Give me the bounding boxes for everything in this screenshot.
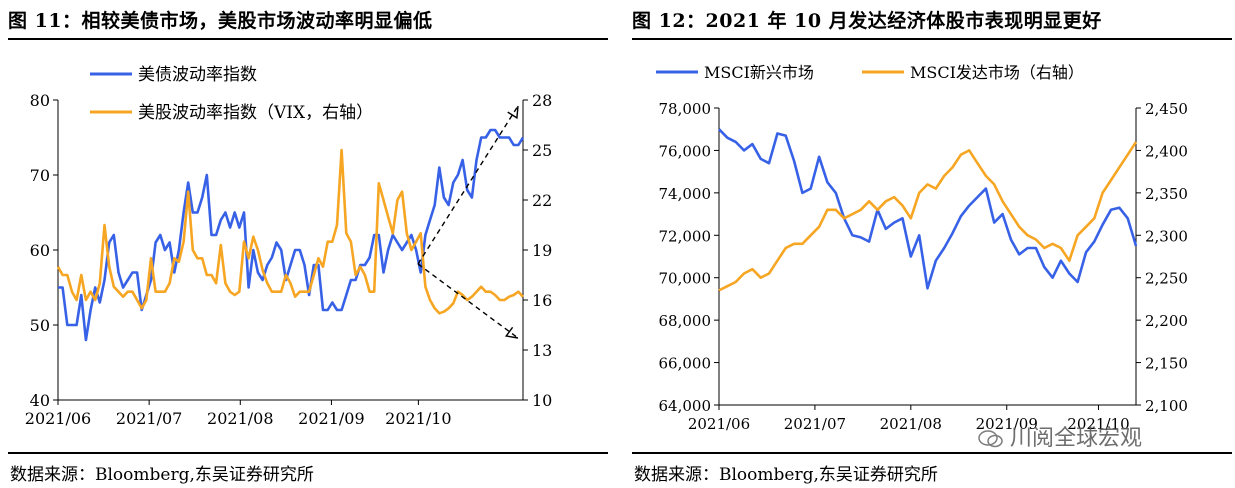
left-line-chart: 40 50 60 70 80 10 13 16 19 22 25 28 2021/06 2021/07 20… [25,65,553,428]
y-right-tick-label: 28 [532,91,552,110]
x-tick-label: 2021/08 [880,415,942,433]
y-left-tick-label: 70,000 [659,270,712,288]
left-chart-panel: 图 11：相较美债市场，美股市场波动率明显偏低 40 50 60 70 80 10 13 16… [8,0,608,488]
x-tick-label: 2021/08 [207,409,273,428]
right-chart-title: 图 12：2021 年 10 月发达经济体股市表现明显更好 [632,10,1102,32]
y-right-tick-label: 25 [532,141,552,160]
y-left-tick-label: 66,000 [659,355,712,373]
y-left-tick-label: 76,000 [659,142,712,160]
x-tick-label: 2021/10 [385,409,451,428]
right-line-chart: 64,000 66,000 68,000 70,000 72,000 74,000 76,0… [656,63,1188,433]
y-right-tick-label: 2,150 [1145,355,1188,373]
left-title-divider [8,38,608,40]
right-title-divider [632,38,1232,40]
series-line-2 [56,148,524,315]
y-left-tick-label: 60 [30,241,50,260]
x-tick-label: 2021/09 [298,409,364,428]
y-right-tick-label: 22 [532,191,552,210]
x-tick-label: 2021/09 [976,415,1038,433]
arrowhead-up [507,105,519,120]
x-tick-label: 2021/07 [116,409,182,428]
x-tick-label: 2021/06 [688,415,750,433]
y-left-tick-label: 64,000 [659,397,712,415]
y-right-tick-label: 19 [532,241,552,260]
left-source-divider [8,452,608,454]
legend-label-2: MSCI发达市场（右轴） [910,63,1084,82]
y-left-tick-label: 80 [30,91,50,110]
y-left-tick-label: 40 [30,391,50,410]
y-left-tick-label: 72,000 [659,227,712,245]
legend-label-1: MSCI新兴市场 [704,63,814,82]
y-right-tick-label: 2,200 [1145,312,1188,330]
legend-label-2: 美股波动率指数（VIX，右轴） [138,103,373,123]
y-right-tick-label: 2,450 [1145,100,1188,118]
legend-label-1: 美债波动率指数 [138,65,257,85]
dashed-arrow-up [417,105,519,265]
y-right-tick-label: 2,250 [1145,270,1188,288]
y-right-tick-label: 13 [532,341,552,360]
series-line-2 [718,141,1138,292]
y-left-tick-label: 74,000 [659,185,712,203]
right-source-divider [632,452,1232,454]
right-source-note: 数据来源：Bloomberg,东吴证券研究所 [634,465,938,485]
wechat-icon [978,430,1003,448]
arrowhead-down [504,326,519,339]
y-left-tick-label: 50 [30,316,50,335]
y-right-tick-label: 2,300 [1145,227,1188,245]
series-line-1 [718,128,1138,290]
right-chart-panel: 图 12：2021 年 10 月发达经济体股市表现明显更好 64,000 66,0… [632,0,1232,488]
x-tick-label: 2021/10 [1067,415,1129,433]
left-source-note: 数据来源：Bloomberg,东吴证券研究所 [10,465,314,485]
y-left-tick-label: 78,000 [659,100,712,118]
series-line-1 [58,128,525,342]
x-tick-label: 2021/06 [25,409,91,428]
x-tick-label: 2021/07 [784,415,846,433]
left-chart-title: 图 11：相较美债市场，美股市场波动率明显偏低 [8,10,433,32]
watermark: 川阅全球宏观 [978,420,1142,452]
y-right-tick-label: 2,100 [1145,397,1188,415]
y-right-tick-label: 2,400 [1145,142,1188,160]
y-right-tick-label: 10 [532,391,552,410]
y-left-tick-label: 70 [30,166,50,185]
y-right-tick-label: 16 [532,291,552,310]
y-right-tick-label: 2,350 [1145,185,1188,203]
watermark-text: 川阅全球宏观 [1010,426,1143,451]
y-left-tick-label: 68,000 [659,312,712,330]
dashed-arrow-down [417,263,519,339]
